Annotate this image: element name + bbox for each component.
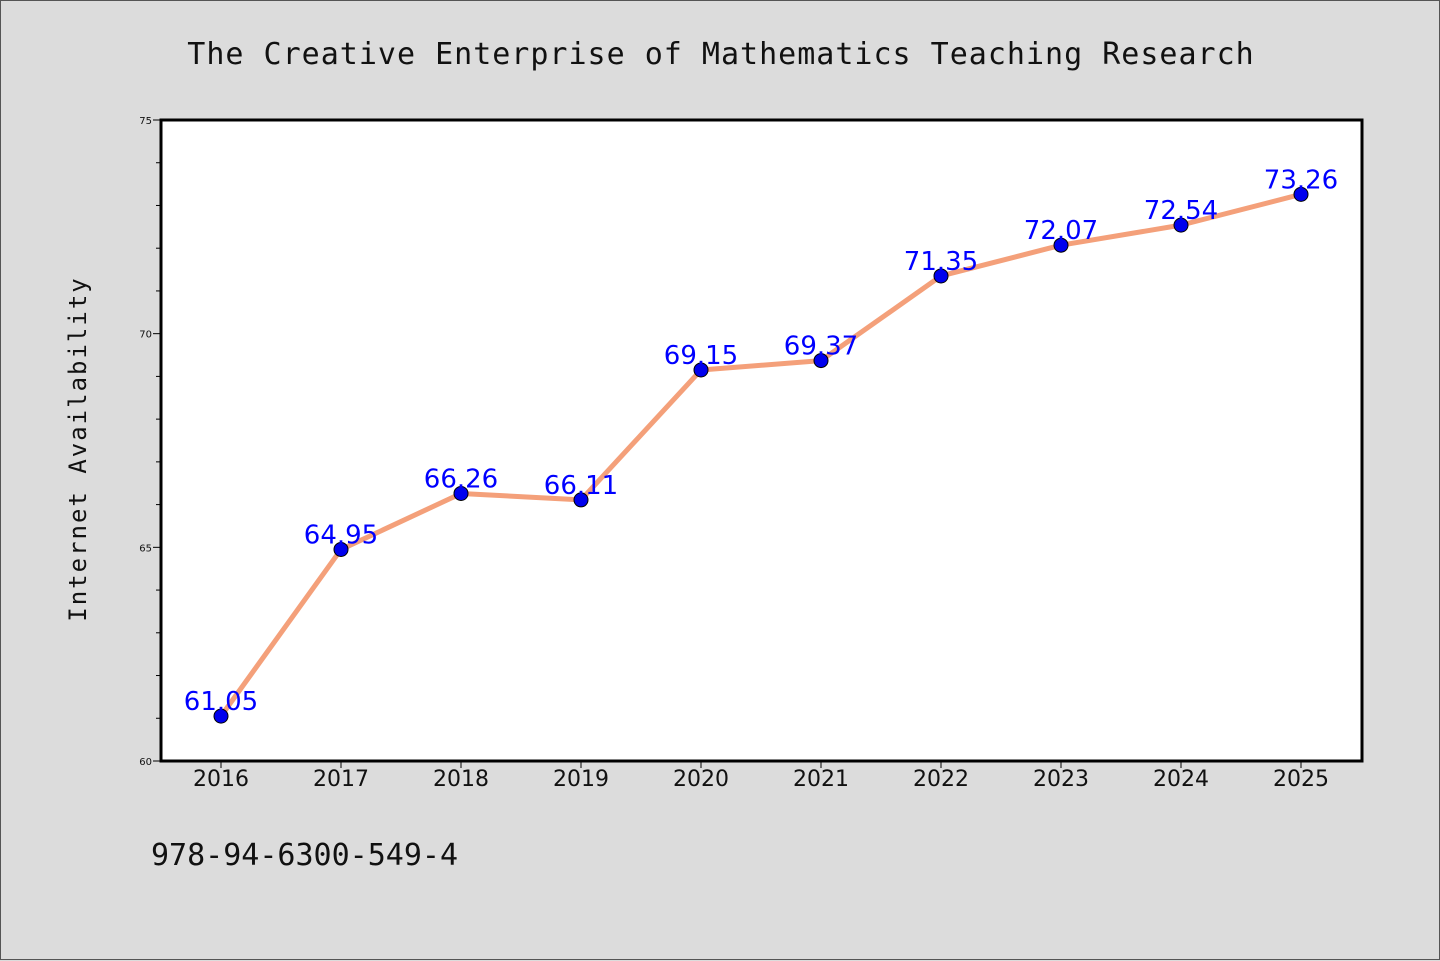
- data-point-marker: [333, 541, 349, 557]
- data-value-label: 72.54: [1144, 196, 1218, 226]
- x-tick-label: 2025: [1273, 767, 1329, 792]
- data-value-label: 73.26: [1264, 165, 1338, 195]
- data-value-label: 66.11: [544, 471, 618, 501]
- x-tick-label: 2024: [1153, 767, 1209, 792]
- x-tick-label: 2021: [793, 767, 849, 792]
- data-labels: 61.05 64.95 66.26 66.11 69.15 69.37 71.35 72.07…: [184, 165, 1338, 717]
- data-point-marker: [213, 708, 229, 724]
- data-value-label: 72.07: [1024, 216, 1098, 246]
- x-axis-ticks: 2016 2017 2018 2019 2020 2021 2022 2023 2024 2025: [193, 761, 1329, 792]
- data-value-label: 71.35: [904, 247, 978, 277]
- series-line: [218, 191, 1304, 719]
- y-tick-label: 65: [139, 543, 152, 554]
- data-point-marker: [933, 268, 949, 284]
- data-point-marker: [453, 485, 469, 501]
- data-point-marker: [1173, 217, 1189, 233]
- data-point-marker: [1293, 186, 1309, 202]
- y-tick-label: 70: [139, 330, 152, 341]
- data-value-label: 69.37: [784, 332, 858, 362]
- y-tick-label: 75: [139, 116, 152, 127]
- x-tick-label: 2016: [193, 767, 249, 792]
- data-value-label: 64.95: [304, 520, 378, 550]
- data-point-marker: [813, 353, 829, 369]
- data-value-label: 69.15: [664, 341, 738, 371]
- data-point-marker: [1053, 237, 1069, 253]
- x-tick-label: 2022: [913, 767, 969, 792]
- y-axis-ticks: 60 65 70 75: [139, 116, 161, 768]
- x-tick-label: 2017: [313, 767, 369, 792]
- x-tick-label: 2019: [553, 767, 609, 792]
- x-tick-label: 2020: [673, 767, 729, 792]
- data-point-marker: [573, 492, 589, 508]
- data-value-label: 66.26: [424, 464, 498, 494]
- x-tick-label: 2023: [1033, 767, 1089, 792]
- y-tick-label: 60: [139, 757, 152, 768]
- chart-title: The Creative Enterprise of Mathematics T…: [187, 37, 1254, 72]
- x-tick-label: 2018: [433, 767, 489, 792]
- isbn-footer: 978-94-6300-549-4: [151, 838, 458, 873]
- y-axis-label: Internet Availability: [64, 276, 92, 621]
- series-line-group: [218, 191, 1304, 719]
- data-markers: [213, 186, 1309, 724]
- data-value-label: 61.05: [184, 687, 258, 717]
- data-point-marker: [693, 362, 709, 378]
